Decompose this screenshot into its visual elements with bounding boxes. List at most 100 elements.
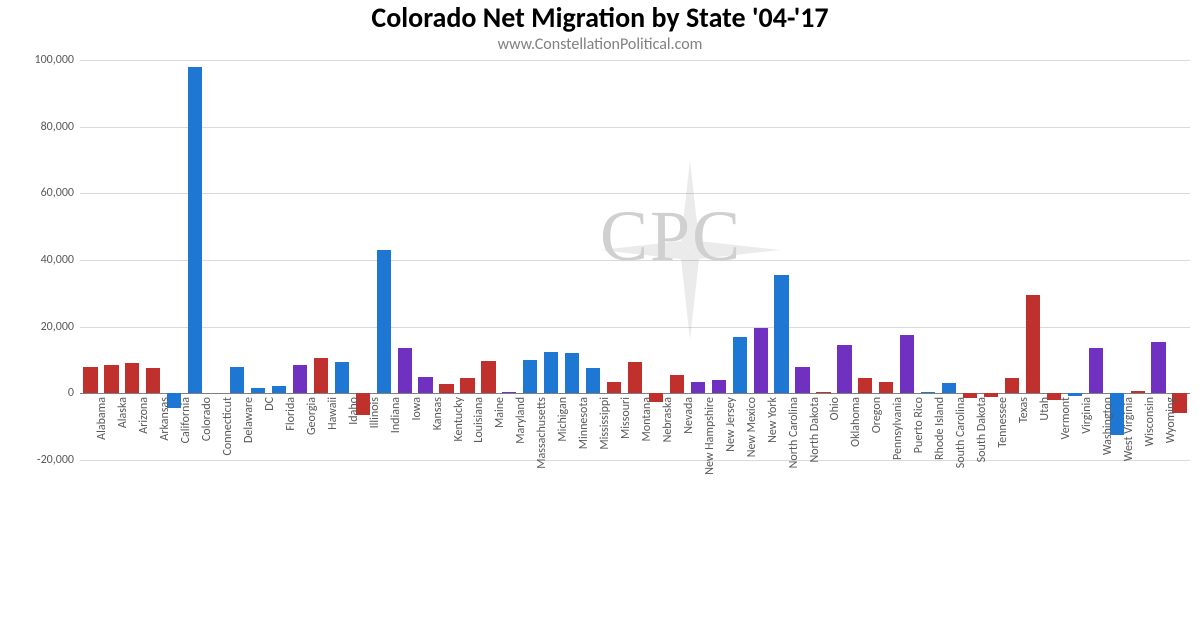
x-tick-label: Maine [493, 397, 507, 428]
x-tick-label: Rhode Island [933, 397, 947, 460]
x-tick-label: New Jersey [724, 397, 738, 452]
bar [900, 335, 914, 393]
x-tick-label: North Carolina [787, 397, 801, 468]
bar [335, 362, 349, 394]
x-tick-label: Washington [1101, 397, 1115, 455]
x-tick-label: Mississippi [598, 397, 612, 450]
x-tick-label: Alaska [116, 397, 130, 428]
x-tick-label: Arkansas [158, 397, 172, 441]
bar [502, 392, 516, 394]
x-tick-label: South Carolina [954, 397, 968, 468]
x-tick-label: Oklahoma [849, 397, 863, 447]
x-tick-label: Delaware [242, 397, 256, 443]
chart-subtitle: www.ConstellationPolitical.com [0, 35, 1200, 54]
y-tick-label: 0 [0, 386, 74, 400]
bar [544, 352, 558, 394]
bar [586, 368, 600, 393]
bar [921, 392, 935, 393]
x-tick-label: Nevada [682, 397, 696, 434]
x-tick-label: Pennsylvania [891, 397, 905, 460]
x-tick-label: New Hampshire [703, 397, 717, 475]
x-tick-label: New York [766, 397, 780, 443]
x-tick-label: Hawaii [326, 397, 340, 430]
bar [691, 382, 705, 394]
chart-container: Colorado Net Migration by State '04-'17 … [0, 0, 1200, 630]
bar [712, 380, 726, 393]
x-tick-label: Florida [284, 397, 298, 431]
bar [272, 386, 286, 393]
bar [1026, 295, 1040, 393]
x-tick-label: Iowa [410, 397, 424, 421]
bar [377, 250, 391, 393]
x-tick-label: DC [263, 397, 277, 411]
x-tick-label: Kansas [431, 397, 445, 430]
x-tick-label: Arizona [137, 397, 151, 434]
x-tick-label: Connecticut [221, 397, 235, 455]
bar [1068, 393, 1082, 396]
x-tick-label: Kentucky [452, 397, 466, 441]
y-tick-label: 80,000 [0, 120, 74, 134]
plot-area: CPC -20,000020,00040,00060,00080,000100,… [80, 60, 1190, 460]
bar [251, 388, 265, 393]
gridline [80, 460, 1190, 461]
x-tick-label: Ohio [828, 397, 842, 420]
x-tick-label: Illinois [368, 397, 382, 428]
x-tick-label: Montana [640, 397, 654, 441]
bar [230, 367, 244, 394]
x-tick-label: Indiana [389, 397, 403, 433]
bar [398, 348, 412, 393]
x-tick-label: Puerto Rico [912, 397, 926, 453]
bar [188, 67, 202, 394]
bar [754, 328, 768, 393]
x-tick-label: Louisiana [472, 397, 486, 443]
y-tick-label: -20,000 [0, 453, 74, 467]
bar [837, 345, 851, 393]
bar [104, 365, 118, 393]
bar [879, 382, 893, 394]
bar [523, 360, 537, 393]
x-tick-label: Michigan [556, 397, 570, 442]
bar [418, 377, 432, 394]
bar [1131, 391, 1145, 393]
bar [83, 367, 97, 394]
x-tick-label: Alabama [95, 397, 109, 440]
x-tick-label: Missouri [619, 397, 633, 439]
bar [439, 384, 453, 393]
x-tick-label: Massachusetts [535, 397, 549, 469]
x-tick-label: Tennessee [996, 397, 1010, 448]
bar [628, 362, 642, 394]
bar [733, 337, 747, 394]
x-tick-label: Texas [1017, 397, 1031, 423]
bar [125, 363, 139, 393]
chart-title: Colorado Net Migration by State '04-'17 [0, 0, 1200, 35]
bar [607, 382, 621, 394]
y-tick-label: 40,000 [0, 253, 74, 267]
x-tick-label: Utah [1038, 397, 1052, 421]
bar [460, 378, 474, 393]
bar [1005, 378, 1019, 393]
bar [1089, 348, 1103, 393]
x-tick-label: North Dakota [808, 397, 822, 462]
x-tick-label: Nebraska [661, 397, 675, 442]
bar [858, 378, 872, 393]
x-tick-label: Wisconsin [1143, 397, 1157, 446]
x-tick-label: Georgia [305, 397, 319, 435]
bar [816, 392, 830, 394]
x-tick-label: Oregon [870, 397, 884, 433]
x-tick-label: South Dakota [975, 397, 989, 462]
bar [795, 367, 809, 394]
bar [942, 383, 956, 393]
x-tick-label: New Mexico [745, 397, 759, 457]
x-tick-label: West Virginia [1122, 397, 1136, 461]
x-tick-label: Virginia [1080, 397, 1094, 434]
x-tick-label: Idaho [347, 397, 361, 425]
x-tick-label: Colorado [200, 397, 214, 441]
x-tick-label: Vermont [1059, 397, 1073, 440]
bar [565, 353, 579, 393]
bar [293, 365, 307, 393]
bar [146, 368, 160, 393]
x-tick-label: Wyoming [1164, 397, 1178, 443]
y-tick-label: 20,000 [0, 320, 74, 334]
bar [314, 358, 328, 393]
bar [1151, 342, 1165, 394]
